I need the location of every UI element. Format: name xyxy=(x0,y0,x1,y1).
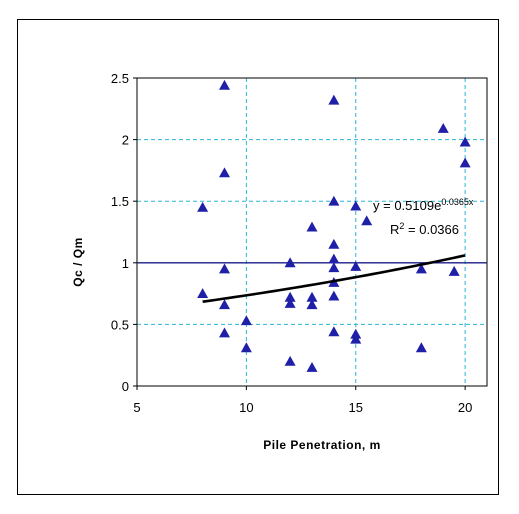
data-point xyxy=(219,327,230,338)
grid-lines xyxy=(137,78,487,386)
data-point xyxy=(219,263,230,274)
trend-equation: y = 0.5109e0.0365x xyxy=(373,197,474,213)
data-point xyxy=(240,342,252,353)
data-point xyxy=(350,200,362,211)
x-tick-label: 5 xyxy=(133,400,140,415)
x-tick-label: 20 xyxy=(458,400,472,415)
data-point xyxy=(437,123,449,133)
data-point xyxy=(284,257,296,268)
data-point xyxy=(306,221,318,232)
data-point xyxy=(197,201,209,212)
chart-frame xyxy=(17,19,499,495)
x-axis-title: Pile Penetration, m xyxy=(263,438,381,452)
r-squared-sup: 2 xyxy=(399,221,404,231)
data-point xyxy=(306,299,318,310)
data-point xyxy=(240,315,252,326)
data-point xyxy=(328,195,340,206)
data-points xyxy=(197,79,471,372)
trend-equation-main: y = 0.5109e xyxy=(373,198,441,213)
y-tick-label: 1.5 xyxy=(111,194,129,209)
data-point xyxy=(415,263,427,274)
y-tick-label: 1 xyxy=(122,256,129,271)
data-point xyxy=(284,291,296,302)
x-tick-label: 10 xyxy=(239,400,253,415)
data-point xyxy=(219,79,230,90)
plot-area xyxy=(136,77,488,387)
data-point xyxy=(306,362,318,372)
data-point xyxy=(361,215,373,226)
data-point xyxy=(448,265,460,276)
data-point xyxy=(328,94,340,105)
y-axis-title: Qc / Qm xyxy=(71,237,85,287)
data-point xyxy=(219,167,230,178)
data-point xyxy=(284,355,296,366)
y-tick-label: 0 xyxy=(122,379,129,394)
data-point xyxy=(415,342,427,353)
r-squared-label: R xyxy=(390,222,399,237)
data-point xyxy=(328,290,340,301)
x-axis-ticks: 5 10 15 20 xyxy=(133,386,472,415)
data-point xyxy=(328,262,340,273)
data-point xyxy=(328,253,340,264)
data-point xyxy=(328,238,340,249)
data-point xyxy=(459,136,471,147)
r-squared: R2 = 0.0366 xyxy=(390,221,459,237)
data-point xyxy=(306,291,318,302)
y-tick-label: 0.5 xyxy=(111,317,129,332)
x-tick-label: 15 xyxy=(349,400,363,415)
y-tick-label: 2 xyxy=(122,133,129,148)
data-point xyxy=(350,260,362,271)
data-point xyxy=(219,299,230,310)
data-point xyxy=(459,157,471,168)
data-point xyxy=(350,333,362,344)
r-squared-value: = 0.0366 xyxy=(404,222,459,237)
trend-equation-exponent: 0.0365x xyxy=(441,197,474,207)
y-axis-ticks: 0 0.5 1 1.5 2 2.5 xyxy=(111,71,137,394)
data-point xyxy=(284,297,296,308)
trendline xyxy=(202,254,466,303)
data-point xyxy=(197,288,209,298)
y-tick-label: 2.5 xyxy=(111,71,129,86)
data-point xyxy=(328,326,340,337)
